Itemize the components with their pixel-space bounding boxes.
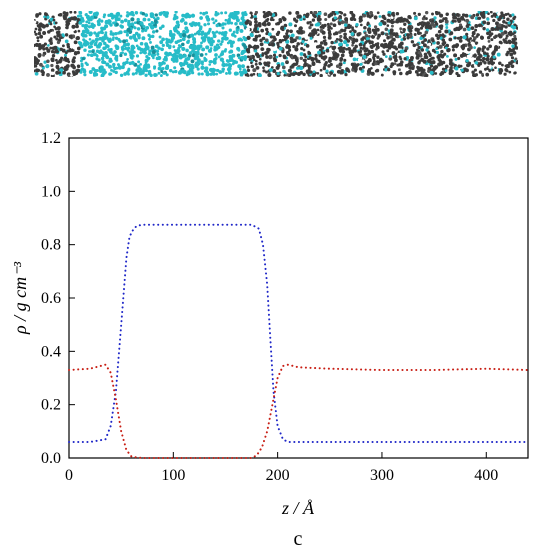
series-line-0 bbox=[68, 223, 529, 443]
x-tick-label: 0 bbox=[65, 467, 73, 484]
y-tick-label: 0.6 bbox=[41, 290, 61, 307]
x-tick-label: 100 bbox=[161, 467, 185, 484]
series-layer bbox=[68, 223, 529, 459]
y-tick-label: 0.0 bbox=[41, 450, 61, 467]
y-tick-label: 0.4 bbox=[41, 343, 61, 360]
panel-label: c bbox=[294, 528, 303, 550]
plot-frame bbox=[68, 137, 529, 459]
series-line-1 bbox=[68, 363, 529, 459]
y-tick-label: 0.8 bbox=[41, 237, 61, 254]
x-axis-title: z / Å bbox=[281, 498, 315, 518]
x-tick-label: 300 bbox=[370, 467, 394, 484]
x-tick-label: 400 bbox=[474, 467, 498, 484]
y-axis-title: ρ / g cm⁻³ bbox=[10, 261, 30, 335]
molecular-dynamics-snapshot bbox=[34, 11, 518, 77]
x-axis-ticks: 0 100 200 300 400 bbox=[65, 452, 498, 484]
y-tick-label: 1.2 bbox=[41, 130, 61, 147]
x-tick-label: 200 bbox=[266, 467, 290, 484]
y-tick-label: 1.0 bbox=[41, 183, 61, 200]
y-axis-ticks: 0.0 0.2 0.4 0.6 0.8 1.0 1.2 bbox=[41, 130, 75, 467]
snapshot-particles bbox=[34, 11, 518, 77]
y-tick-label: 0.2 bbox=[41, 397, 61, 414]
